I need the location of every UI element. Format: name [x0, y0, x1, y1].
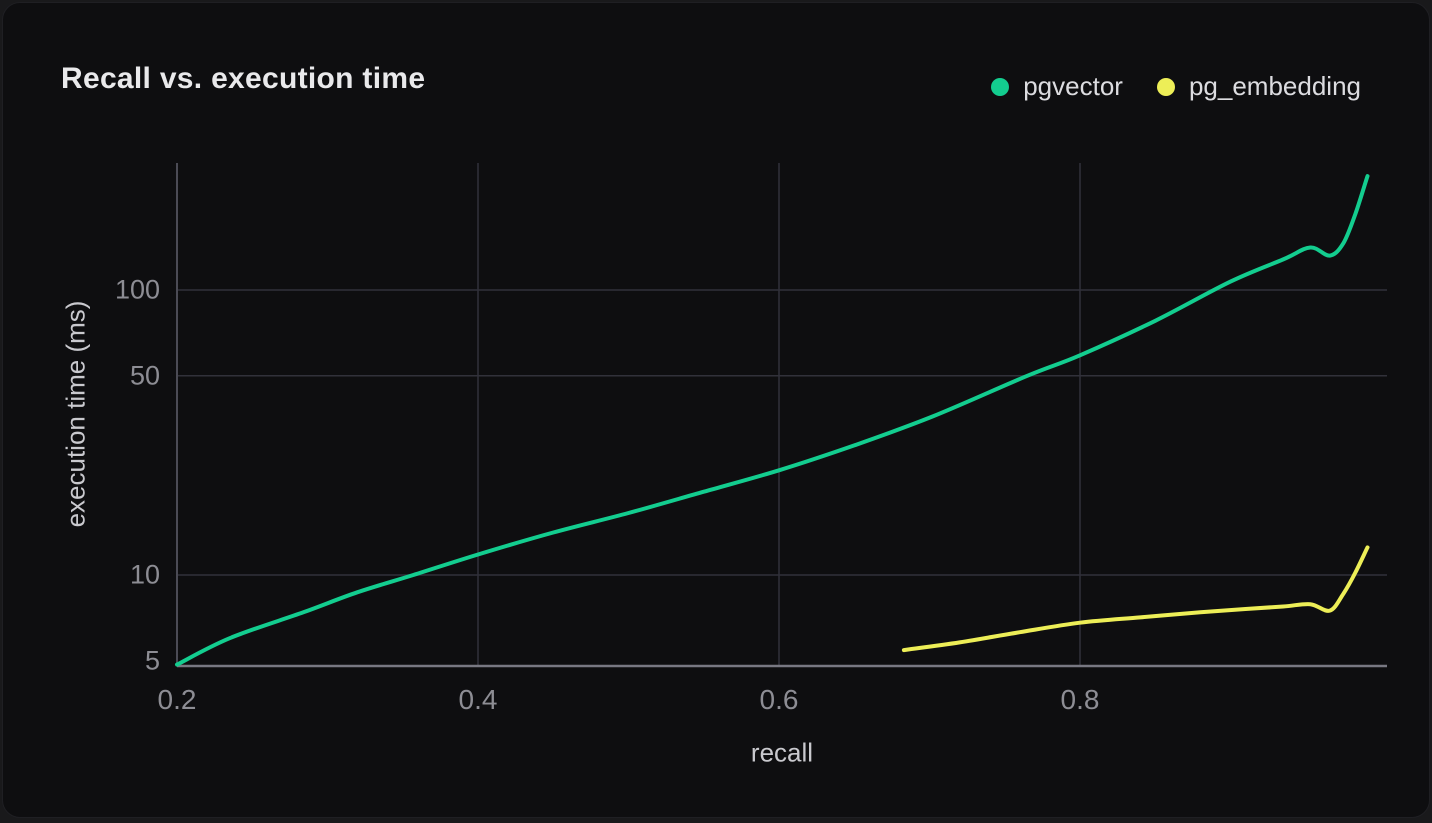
x-tick-04: 0.4: [459, 684, 498, 716]
series-line-pgvector: [177, 176, 1368, 664]
x-tick-02: 0.2: [158, 684, 197, 716]
y-tick-10: 10: [130, 560, 160, 591]
y-tick-5: 5: [145, 645, 160, 676]
x-tick-06: 0.6: [760, 684, 799, 716]
x-axis-title: recall: [751, 738, 813, 769]
x-tick-08: 0.8: [1061, 684, 1100, 716]
series-line-pg_embedding: [904, 547, 1368, 650]
y-tick-50: 50: [130, 360, 160, 391]
series-lines: [177, 176, 1368, 664]
chart-plot-area: [3, 3, 1432, 823]
y-tick-100: 100: [115, 275, 160, 306]
y-axis-title: execution time (ms): [61, 301, 92, 528]
